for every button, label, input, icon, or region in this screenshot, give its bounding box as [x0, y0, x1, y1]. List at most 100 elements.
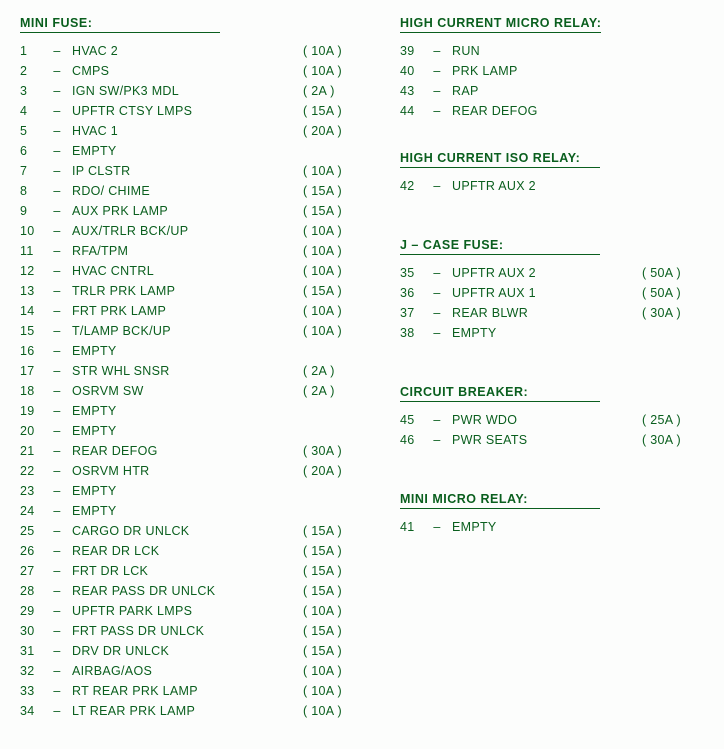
row-amperage: ( 50A ) [642, 283, 704, 303]
row-dash: – [428, 101, 446, 121]
table-row: 42–UPFTR AUX 2 [400, 176, 704, 196]
row-dash: – [48, 701, 66, 721]
row-number: 3 [20, 81, 48, 101]
row-number: 12 [20, 261, 48, 281]
row-number: 24 [20, 501, 48, 521]
row-label: UPFTR PARK LMPS [66, 601, 303, 621]
row-amperage: ( 30A ) [642, 430, 704, 450]
row-label: UPFTR AUX 2 [446, 176, 642, 196]
row-dash: – [48, 581, 66, 601]
row-amperage: ( 10A ) [303, 701, 365, 721]
row-number: 37 [400, 303, 428, 323]
row-number: 23 [20, 481, 48, 501]
row-number: 7 [20, 161, 48, 181]
table-row: 44–REAR DEFOG [400, 101, 704, 121]
row-amperage: ( 15A ) [303, 281, 365, 301]
table-row: 24–EMPTY [20, 501, 365, 521]
row-amperage: ( 2A ) [303, 81, 365, 101]
section-title: MINI MICRO RELAY: [400, 492, 600, 509]
table-row: 21–REAR DEFOG( 30A ) [20, 441, 365, 461]
row-amperage: ( 20A ) [303, 461, 365, 481]
row-label: EMPTY [446, 517, 642, 537]
row-label: UPFTR AUX 2 [446, 263, 642, 283]
row-amperage: ( 15A ) [303, 641, 365, 661]
table-row: 45–PWR WDO( 25A ) [400, 410, 704, 430]
table-row: 19–EMPTY [20, 401, 365, 421]
mini-fuse-section: MINI FUSE: 1–HVAC 2( 10A )2–CMPS( 10A )3… [20, 14, 365, 721]
row-dash: – [48, 381, 66, 401]
hc-iso-relay-section: HIGH CURRENT ISO RELAY: 42–UPFTR AUX 2 [400, 149, 704, 196]
row-number: 5 [20, 121, 48, 141]
table-row: 36–UPFTR AUX 1( 50A ) [400, 283, 704, 303]
row-number: 1 [20, 41, 48, 61]
row-dash: – [48, 301, 66, 321]
table-row: 13–TRLR PRK LAMP( 15A ) [20, 281, 365, 301]
row-dash: – [48, 281, 66, 301]
table-row: 46–PWR SEATS( 30A ) [400, 430, 704, 450]
circuit-breaker-rows: 45–PWR WDO( 25A )46–PWR SEATS( 30A ) [400, 410, 704, 450]
row-label: EMPTY [66, 501, 303, 521]
row-amperage: ( 15A ) [303, 181, 365, 201]
row-amperage: ( 50A ) [642, 263, 704, 283]
row-amperage: ( 10A ) [303, 301, 365, 321]
row-label: RFA/TPM [66, 241, 303, 261]
row-label: AUX/TRLR BCK/UP [66, 221, 303, 241]
row-number: 4 [20, 101, 48, 121]
row-number: 18 [20, 381, 48, 401]
row-dash: – [48, 561, 66, 581]
row-number: 15 [20, 321, 48, 341]
row-dash: – [48, 441, 66, 461]
table-row: 29–UPFTR PARK LMPS( 10A ) [20, 601, 365, 621]
row-amperage: ( 10A ) [303, 601, 365, 621]
row-number: 45 [400, 410, 428, 430]
row-dash: – [48, 601, 66, 621]
hc-micro-relay-rows: 39–RUN40–PRK LAMP43–RAP44–REAR DEFOG [400, 41, 704, 121]
row-amperage: ( 10A ) [303, 41, 365, 61]
row-number: 6 [20, 141, 48, 161]
row-number: 30 [20, 621, 48, 641]
row-amperage: ( 15A ) [303, 101, 365, 121]
row-amperage: ( 10A ) [303, 681, 365, 701]
row-label: REAR PASS DR UNLCK [66, 581, 303, 601]
row-label: DRV DR UNLCK [66, 641, 303, 661]
row-number: 21 [20, 441, 48, 461]
mini-fuse-rows: 1–HVAC 2( 10A )2–CMPS( 10A )3–IGN SW/PK3… [20, 41, 365, 721]
row-dash: – [48, 481, 66, 501]
table-row: 5–HVAC 1( 20A ) [20, 121, 365, 141]
j-case-fuse-rows: 35–UPFTR AUX 2( 50A )36–UPFTR AUX 1( 50A… [400, 263, 704, 343]
circuit-breaker-section: CIRCUIT BREAKER: 45–PWR WDO( 25A )46–PWR… [400, 383, 704, 450]
table-row: 20–EMPTY [20, 421, 365, 441]
row-label: FRT PASS DR UNLCK [66, 621, 303, 641]
table-row: 23–EMPTY [20, 481, 365, 501]
mini-micro-relay-section: MINI MICRO RELAY: 41–EMPTY [400, 490, 704, 537]
row-dash: – [428, 263, 446, 283]
table-row: 33–RT REAR PRK LAMP( 10A ) [20, 681, 365, 701]
row-number: 17 [20, 361, 48, 381]
row-dash: – [428, 176, 446, 196]
row-label: FRT DR LCK [66, 561, 303, 581]
row-label: RUN [446, 41, 642, 61]
row-dash: – [48, 341, 66, 361]
row-number: 20 [20, 421, 48, 441]
row-dash: – [48, 541, 66, 561]
row-amperage: ( 2A ) [303, 381, 365, 401]
row-number: 32 [20, 661, 48, 681]
table-row: 4–UPFTR CTSY LMPS( 15A ) [20, 101, 365, 121]
table-row: 8–RDO/ CHIME( 15A ) [20, 181, 365, 201]
row-label: REAR DR LCK [66, 541, 303, 561]
row-number: 11 [20, 241, 48, 261]
row-dash: – [428, 410, 446, 430]
row-label: AUX PRK LAMP [66, 201, 303, 221]
row-number: 8 [20, 181, 48, 201]
row-label: UPFTR AUX 1 [446, 283, 642, 303]
table-row: 3–IGN SW/PK3 MDL( 2A ) [20, 81, 365, 101]
row-dash: – [428, 61, 446, 81]
table-row: 1–HVAC 2( 10A ) [20, 41, 365, 61]
row-number: 31 [20, 641, 48, 661]
row-label: UPFTR CTSY LMPS [66, 101, 303, 121]
row-number: 29 [20, 601, 48, 621]
row-label: RAP [446, 81, 642, 101]
row-label: AIRBAG/AOS [66, 661, 303, 681]
row-label: RT REAR PRK LAMP [66, 681, 303, 701]
table-row: 39–RUN [400, 41, 704, 61]
